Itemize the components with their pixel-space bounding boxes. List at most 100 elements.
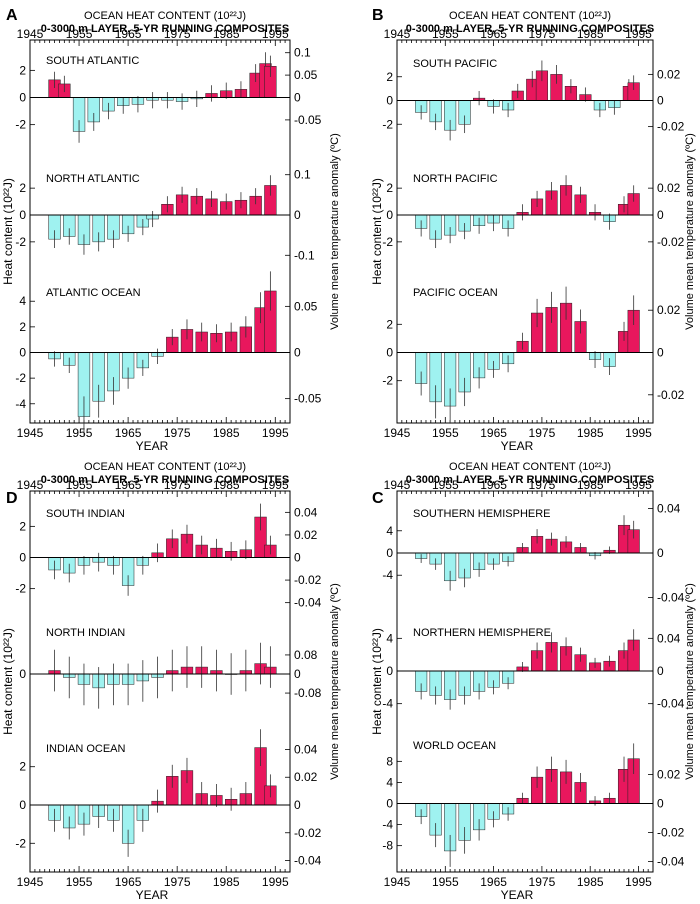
y2-tick-label: 0.02 xyxy=(657,768,681,782)
y2-tick-label: 0 xyxy=(294,208,301,222)
panel-title: OCEAN HEAT CONTENT (10²²J) xyxy=(449,10,611,22)
panel-subtitle: 0-3000 m LAYER, 5-YR RUNNING COMPOSITES xyxy=(406,23,654,35)
plot-frame xyxy=(29,490,291,873)
plot-frame xyxy=(396,490,654,873)
y2-tick-label: 0 xyxy=(657,546,664,560)
x-tick-label-top: 1965 xyxy=(480,27,507,41)
panel-subtitle: 0-3000 m LAYER, 5-YR RUNNING COMPOSITES xyxy=(41,474,289,486)
x-tick-label-top: 1985 xyxy=(213,478,240,492)
y-tick-label: 0 xyxy=(19,798,26,812)
y-tick-label: -2 xyxy=(15,836,26,850)
y-tick-label: -2 xyxy=(15,582,26,596)
y2-tick-label: -0.02 xyxy=(657,825,685,839)
panel-A: OCEAN HEAT CONTENT (10²²J)0-3000 m LAYER… xyxy=(1,7,341,453)
y-tick-label: 4 xyxy=(386,631,393,645)
panel-D: OCEAN HEAT CONTENT (10²²J)0-3000 m LAYER… xyxy=(1,461,341,902)
y2-tick-label: 0 xyxy=(294,551,301,565)
y-tick-label: 0 xyxy=(19,667,26,681)
y2-tick-label: 0.04 xyxy=(294,742,318,756)
x-tick-label-bottom: 1975 xyxy=(529,875,556,889)
x-axis-label: YEAR xyxy=(136,888,169,902)
x-tick-label-top: 1955 xyxy=(432,478,459,492)
subplot-pacific-ocean: 2 0 -2 0.02 0 -0.02 PACIFIC OCEAN xyxy=(382,286,685,424)
y2-tick-label: -0.04 xyxy=(294,596,322,610)
y-tick-label: 0 xyxy=(386,94,393,108)
y-tick-label: -2 xyxy=(382,117,393,131)
subplot-atlantic-ocean: 4 2 0 -2 -4 0.05 0 -0.05 ATLANTIC OCEAN xyxy=(15,271,322,437)
x-tick-label-top: 1975 xyxy=(164,27,191,41)
y2-tick-label: -0.05 xyxy=(294,113,322,127)
y-axis-label: Heat content (10²²J) xyxy=(370,178,384,285)
y2-tick-label: -0.02 xyxy=(657,120,685,134)
x-tick-label-bottom: 1945 xyxy=(17,426,44,440)
y-tick-label: 2 xyxy=(386,70,393,84)
y2-tick-label: 0 xyxy=(294,91,301,105)
panel-label: C xyxy=(372,490,384,507)
subplot-indian-ocean: 2 0 -2 0.04 0.02 0 -0.02 -0.04 INDIAN OCEAN xyxy=(15,729,322,868)
plot-frame xyxy=(396,39,654,424)
subplot-name: INDIAN OCEAN xyxy=(46,743,126,755)
y-axis-label: Heat content (10²²J) xyxy=(370,628,384,735)
y2-tick-label: 0.08 xyxy=(294,648,318,662)
panel-B: OCEAN HEAT CONTENT (10²²J)0-3000 m LAYER… xyxy=(370,7,696,453)
y-tick-label: 2 xyxy=(19,181,26,195)
y2-tick-label: 0.02 xyxy=(294,770,318,784)
y2-tick-label: 0 xyxy=(657,208,664,222)
y-tick-label: 0 xyxy=(386,346,393,360)
subplot-name: NORTHERN HEMISPHERE xyxy=(413,627,551,639)
y-tick-label: 4 xyxy=(386,775,393,789)
x-tick-label-bottom: 1955 xyxy=(432,875,459,889)
y-tick-label: 4 xyxy=(19,294,26,308)
x-tick-label-top: 1985 xyxy=(577,478,604,492)
x-tick-label-top: 1985 xyxy=(577,27,604,41)
y2-tick-label: 0 xyxy=(294,346,301,360)
panel-subtitle: 0-3000 m LAYER, 5-YR RUNNING COMPOSITES xyxy=(41,23,289,35)
x-tick-label-top: 1995 xyxy=(262,27,289,41)
y2-tick-label: -0.02 xyxy=(294,573,322,587)
y2-tick-label: 0.02 xyxy=(294,528,318,542)
panel-title: OCEAN HEAT CONTENT (10²²J) xyxy=(84,461,246,473)
y2-tick-label: -0.04 xyxy=(657,590,685,604)
y2-tick-label: 0 xyxy=(657,94,664,108)
y-tick-label: 0 xyxy=(386,208,393,222)
y-tick-label: 2 xyxy=(19,760,26,774)
x-tick-label-top: 1975 xyxy=(529,478,556,492)
y2-tick-label: 0 xyxy=(657,664,664,678)
y2-axis-label: Volume mean temperature anomaly (ºC) xyxy=(684,133,696,330)
y-tick-label: 2 xyxy=(19,63,26,77)
y-tick-label: -2 xyxy=(15,371,26,385)
y-axis-label: Heat content (10²²J) xyxy=(1,178,15,285)
x-tick-label-bottom: 1965 xyxy=(480,875,507,889)
x-tick-label-top: 1995 xyxy=(625,27,652,41)
x-tick-label-top: 1945 xyxy=(17,27,44,41)
subplot-south-indian: 2 0 -2 0.04 0.02 0 -0.02 -0.04 SOUTH INDIAN xyxy=(15,503,322,610)
x-tick-label-bottom: 1975 xyxy=(164,426,191,440)
x-tick-label-bottom: 1955 xyxy=(66,426,93,440)
y-tick-label: -4 xyxy=(382,818,393,832)
y2-tick-label: -0.02 xyxy=(294,826,322,840)
subplot-world-ocean: 8 4 0 -4 -8 0.02 0 -0.02 -0.04 WORLD OCEAN xyxy=(382,740,684,868)
x-tick-label-bottom: 1995 xyxy=(625,875,652,889)
panel-subtitle: 0-3000 m LAYER, 5-YR RUNNING COMPOSITES xyxy=(406,474,654,486)
x-tick-label-bottom: 1945 xyxy=(384,875,411,889)
y-tick-label: 4 xyxy=(386,524,393,538)
y-tick-label: 2 xyxy=(19,519,26,533)
y2-tick-label: 0 xyxy=(657,797,664,811)
subplot-north-atlantic: 2 0 -2 0.1 0 -0.1 NORTH ATLANTIC xyxy=(15,168,315,263)
panel-C: OCEAN HEAT CONTENT (10²²J)0-3000 m LAYER… xyxy=(370,461,696,902)
panel-label: A xyxy=(6,7,18,24)
y-tick-label: -8 xyxy=(382,839,393,853)
y2-tick-label: 0 xyxy=(294,798,301,812)
subplot-northern-hemisphere: 4 0 -4 0.04 0 -0.04 NORTHERN HEMISPHERE xyxy=(382,627,684,711)
x-tick-label-top: 1945 xyxy=(384,478,411,492)
x-tick-label-bottom: 1975 xyxy=(164,875,191,889)
y2-tick-label: 0 xyxy=(294,667,301,681)
y-tick-label: 0 xyxy=(19,346,26,360)
x-tick-label-top: 1995 xyxy=(625,478,652,492)
x-tick-label-bottom: 1985 xyxy=(213,426,240,440)
subplot-name: SOUTHERN HEMISPHERE xyxy=(413,508,551,520)
y2-tick-label: 0.04 xyxy=(294,505,318,519)
x-tick-label-top: 1945 xyxy=(17,478,44,492)
x-tick-label-bottom: 1965 xyxy=(480,426,507,440)
subplot-name: WORLD OCEAN xyxy=(413,740,496,752)
